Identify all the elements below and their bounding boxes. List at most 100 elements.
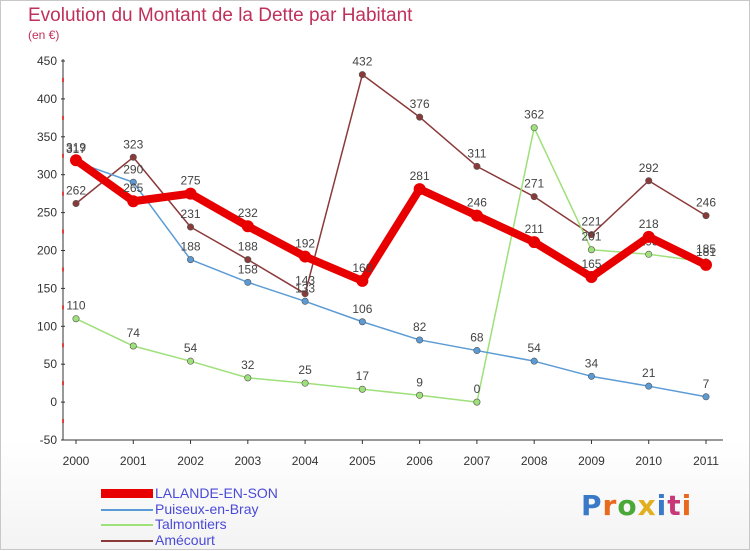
data-point [645, 382, 653, 390]
y-tick-label: 350 [37, 130, 57, 144]
data-label: 158 [238, 262, 258, 276]
data-point [301, 379, 309, 387]
y-tick-label: 100 [37, 319, 57, 333]
data-label: 246 [696, 196, 716, 210]
data-point [358, 318, 366, 326]
series-line-0 [72, 156, 710, 285]
data-label: 188 [238, 240, 258, 254]
data-label: 317 [66, 142, 86, 156]
legend-swatch [101, 508, 153, 511]
x-tick-label: 2005 [349, 454, 376, 468]
logo-letter: o [617, 489, 638, 522]
data-point [241, 220, 254, 233]
data-point [473, 347, 481, 355]
legend-label: LALANDE-EN-SON [155, 485, 278, 501]
proxiti-logo: Proxiti [581, 489, 692, 522]
data-label: 25 [298, 363, 312, 377]
data-point [530, 193, 538, 201]
data-point [127, 195, 140, 208]
legend-swatch [101, 489, 153, 498]
data-label: 181 [696, 245, 716, 259]
data-point [187, 357, 195, 365]
x-tick-label: 2008 [521, 454, 548, 468]
data-point [72, 200, 80, 208]
data-point [470, 209, 483, 222]
data-label: 319 [66, 140, 86, 154]
data-point [187, 256, 195, 264]
data-point [587, 231, 595, 239]
data-point [358, 385, 366, 393]
x-tick-label: 2007 [464, 454, 491, 468]
data-label: 275 [181, 174, 201, 188]
data-point [129, 153, 137, 161]
data-label: 218 [639, 217, 659, 231]
data-point [72, 315, 80, 323]
data-label: 232 [238, 206, 258, 220]
data-point [587, 246, 595, 254]
y-tick-label: 200 [37, 244, 57, 258]
data-label: 68 [470, 331, 484, 345]
logo-letter: i [681, 489, 693, 522]
data-point [301, 297, 309, 305]
data-label: 292 [639, 161, 659, 175]
data-label: 271 [524, 177, 544, 191]
data-label: 262 [66, 184, 86, 198]
data-point [301, 290, 309, 298]
data-label: 34 [585, 356, 599, 370]
data-point [645, 177, 653, 185]
data-label: 54 [184, 341, 198, 355]
data-label: 74 [127, 326, 141, 340]
data-point [356, 274, 369, 287]
x-tick-label: 2010 [635, 454, 662, 468]
data-label: 133 [295, 281, 315, 295]
data-point [70, 154, 82, 167]
series-line-1 [75, 161, 707, 398]
x-tick-label: 2000 [63, 454, 90, 468]
y-tick-label: 450 [37, 54, 57, 68]
data-point [244, 374, 252, 382]
chart-title: Evolution du Montant de la Dette par Hab… [28, 5, 413, 26]
data-label: 231 [181, 207, 201, 221]
data-point [530, 124, 538, 132]
data-point [129, 342, 137, 350]
x-tick-label: 2001 [120, 454, 147, 468]
data-label: 192 [295, 237, 315, 251]
logo-letter: x [637, 489, 657, 522]
data-point [416, 336, 424, 344]
data-point [184, 187, 197, 200]
x-tick-label: 2009 [578, 454, 605, 468]
data-label: 106 [352, 302, 372, 316]
data-point [702, 212, 710, 220]
logo-letter: r [602, 489, 618, 522]
x-tick-label: 2004 [292, 454, 319, 468]
logo-letter: i [656, 489, 668, 522]
data-label: 201 [581, 230, 601, 244]
data-label: 17 [356, 369, 370, 383]
data-label: 362 [524, 108, 544, 122]
data-label: 281 [410, 169, 430, 183]
data-label: 311 [467, 146, 486, 160]
data-label: 110 [66, 299, 85, 313]
data-label: 21 [642, 366, 656, 380]
x-tick-label: 2003 [234, 454, 261, 468]
data-label: 323 [123, 137, 143, 151]
x-tick-label: 2002 [177, 454, 204, 468]
data-label: 160 [352, 261, 372, 275]
data-label: 0 [474, 382, 481, 396]
y-tick-label: 250 [37, 206, 57, 220]
data-point [187, 223, 195, 231]
data-label: 54 [528, 341, 542, 355]
legend-swatch [101, 539, 153, 542]
data-label: 82 [413, 320, 427, 334]
data-label: 188 [181, 240, 201, 254]
legend-label: Amécourt [155, 531, 215, 548]
data-label: 185 [696, 242, 716, 256]
series-line-2 [75, 126, 707, 403]
data-point [413, 183, 426, 196]
logo-letter: t [667, 489, 682, 522]
data-point [700, 258, 712, 271]
legend-swatch [101, 524, 153, 526]
data-point [416, 113, 424, 121]
